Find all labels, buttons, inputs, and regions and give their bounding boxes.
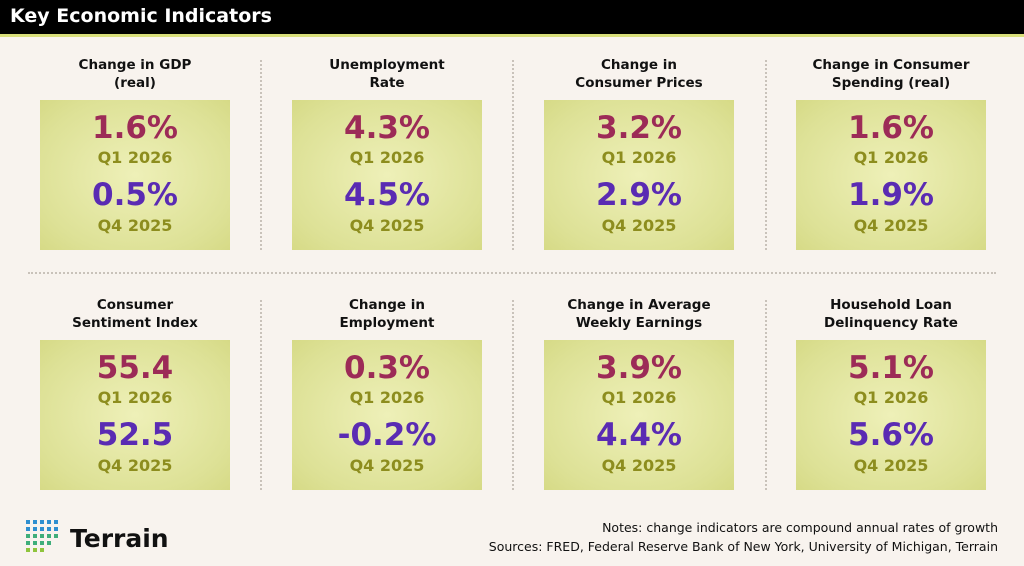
separator (765, 300, 767, 490)
card-box (796, 340, 986, 490)
separator (260, 300, 262, 490)
title: Key Economic Indicators (10, 5, 272, 27)
card-title: Household Loan (830, 297, 952, 313)
prior-period: Q4 2025 (97, 456, 173, 475)
current-value: 0.3% (344, 350, 430, 386)
prior-period: Q4 2025 (853, 216, 929, 235)
prior-value: 0.5% (92, 177, 178, 213)
card-box (40, 340, 230, 490)
prior-value: 52.5 (96, 417, 174, 453)
current-period: Q1 2026 (601, 148, 677, 167)
current-period: Q1 2026 (349, 388, 425, 407)
prior-period: Q4 2025 (97, 216, 173, 235)
current-value: 55.4 (96, 350, 174, 386)
logo-icon (26, 520, 58, 552)
card-title: Spending (real) (831, 75, 951, 91)
current-value: 3.2% (596, 110, 682, 146)
card-title: Sentiment Index (72, 315, 198, 331)
card-title: (real) (114, 75, 156, 91)
notes: Notes: change indicators are compound an… (602, 520, 998, 535)
card-title: Change in GDP (78, 57, 192, 73)
current-value: 3.9% (596, 350, 682, 386)
prior-period: Q4 2025 (601, 456, 677, 475)
card-title: Employment (339, 315, 435, 331)
current-period: Q1 2026 (853, 388, 929, 407)
card-title: Consumer Prices (575, 75, 703, 91)
current-value: 4.3% (344, 110, 430, 146)
current-period: Q1 2026 (349, 148, 425, 167)
card-title: Rate (369, 75, 405, 91)
current-period: Q1 2026 (97, 388, 173, 407)
prior-period: Q4 2025 (853, 456, 929, 475)
prior-value: 5.6% (848, 417, 934, 453)
separator (765, 60, 767, 250)
separator (260, 60, 262, 250)
card-box (544, 340, 734, 490)
current-value: 1.6% (92, 110, 178, 146)
prior-value: 1.9% (848, 177, 934, 213)
prior-value: -0.2% (337, 417, 437, 453)
prior-period: Q4 2025 (601, 216, 677, 235)
prior-period: Q4 2025 (349, 216, 425, 235)
prior-value: 4.5% (344, 177, 430, 213)
card-box (40, 100, 230, 250)
card-title: Change in (349, 297, 425, 313)
card-title: Consumer (96, 297, 174, 313)
separator (512, 60, 514, 250)
card-title: Change in (601, 57, 677, 73)
current-period: Q1 2026 (601, 388, 677, 407)
header: Key Economic Indicators (0, 0, 1024, 37)
current-value: 1.6% (848, 110, 934, 146)
prior-value: 2.9% (596, 177, 682, 213)
prior-period: Q4 2025 (349, 456, 425, 475)
current-period: Q1 2026 (853, 148, 929, 167)
current-period: Q1 2026 (97, 148, 173, 167)
sources: Sources: FRED, Federal Reserve Bank of N… (488, 539, 998, 554)
card-box (292, 340, 482, 490)
separator (512, 300, 514, 490)
card-title: Weekly Earnings (575, 315, 703, 331)
card-title: Delinquency Rate (824, 315, 958, 331)
card-box (796, 100, 986, 250)
prior-value: 4.4% (596, 417, 682, 453)
logo: Terrain (70, 524, 169, 553)
card-title: Unemployment (329, 57, 445, 73)
card-box (292, 100, 482, 250)
current-value: 5.1% (848, 350, 934, 386)
card-title: Change in Consumer (812, 57, 970, 73)
card-box (544, 100, 734, 250)
separator (28, 272, 996, 274)
card-title: Change in Average (567, 297, 711, 313)
